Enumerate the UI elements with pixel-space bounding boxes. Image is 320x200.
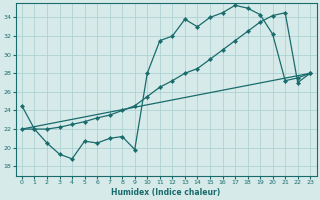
X-axis label: Humidex (Indice chaleur): Humidex (Indice chaleur) [111,188,221,197]
